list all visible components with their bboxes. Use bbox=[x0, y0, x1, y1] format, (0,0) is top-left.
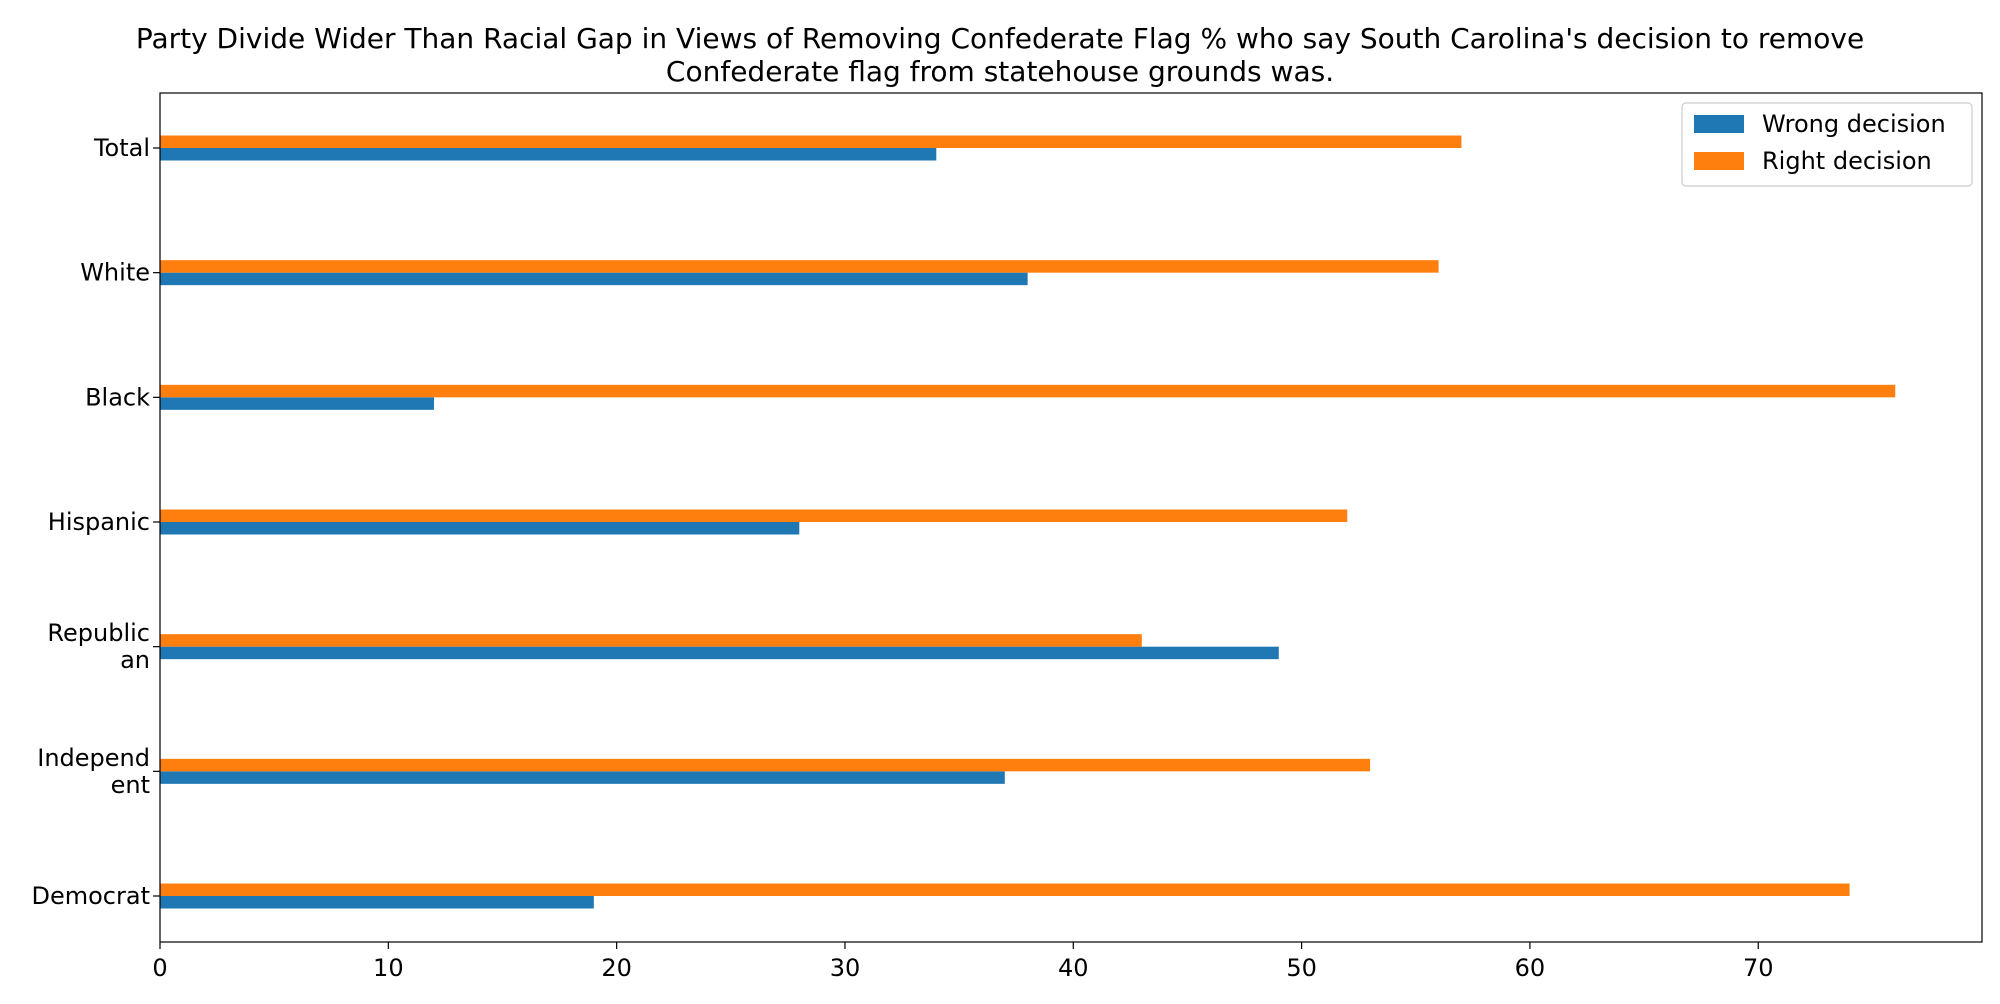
y-tick-label: Democrat bbox=[32, 882, 151, 910]
y-tick-label: Hispanic bbox=[48, 508, 150, 536]
chart-title-line: Confederate flag from statehouse grounds… bbox=[666, 55, 1334, 88]
x-tick-label: 20 bbox=[601, 954, 632, 982]
y-tick-label: ent bbox=[111, 771, 150, 799]
legend-box bbox=[1681, 102, 1973, 187]
bar-wrong-decision bbox=[160, 272, 1028, 286]
bar-wrong-decision bbox=[160, 397, 434, 410]
y-tick-label: Total bbox=[93, 134, 150, 162]
x-tick-label: 10 bbox=[373, 954, 404, 982]
bar-wrong-decision bbox=[160, 771, 1005, 784]
legend-swatch bbox=[1694, 152, 1744, 170]
legend-label: Wrong decision bbox=[1762, 110, 1946, 138]
bar-right-decision bbox=[160, 384, 1896, 398]
bar-wrong-decision bbox=[160, 522, 800, 535]
legend-label: Right decision bbox=[1762, 147, 1932, 175]
plot-frame bbox=[159, 92, 1983, 943]
bar-right-decision bbox=[160, 634, 1142, 647]
x-tick-label: 60 bbox=[1515, 954, 1546, 982]
x-tick-label: 70 bbox=[1743, 954, 1774, 982]
bar-right-decision bbox=[160, 260, 1439, 273]
y-tick-label: an bbox=[120, 646, 150, 674]
bar-right-decision bbox=[160, 883, 1850, 896]
legend-swatch bbox=[1694, 115, 1744, 133]
bar-right-decision bbox=[160, 758, 1371, 772]
y-tick-label: Black bbox=[85, 383, 150, 411]
y-tick-label: Independ bbox=[37, 744, 150, 772]
chart-title-line: Party Divide Wider Than Racial Gap in Vi… bbox=[136, 22, 1864, 55]
y-tick-label: Republic bbox=[47, 619, 150, 647]
bar-right-decision bbox=[160, 135, 1462, 148]
x-tick-label: 50 bbox=[1286, 954, 1317, 982]
bar-wrong-decision bbox=[160, 148, 937, 161]
x-tick-label: 30 bbox=[830, 954, 861, 982]
x-tick-label: 0 bbox=[152, 954, 167, 982]
y-tick-label: White bbox=[80, 259, 150, 287]
bar-right-decision bbox=[160, 509, 1348, 522]
bar-wrong-decision bbox=[160, 896, 594, 909]
x-tick-label: 40 bbox=[1058, 954, 1089, 982]
bar-wrong-decision bbox=[160, 646, 1279, 660]
